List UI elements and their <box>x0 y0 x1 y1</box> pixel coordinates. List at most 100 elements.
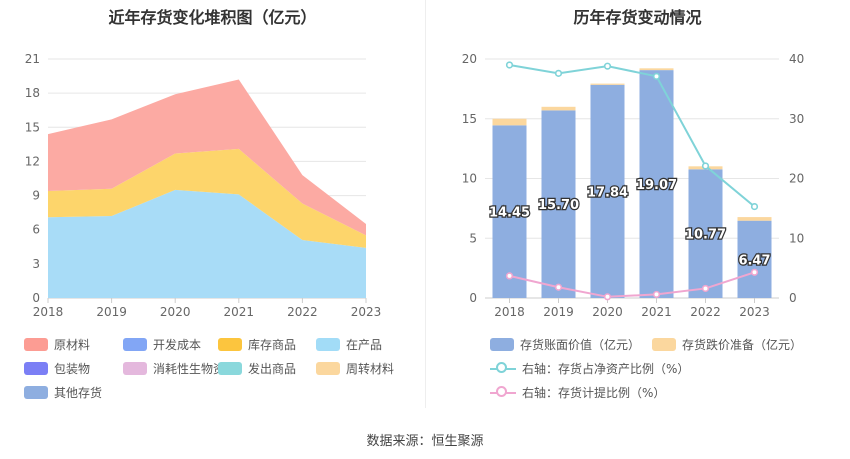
right-x-tick-label: 2019 <box>543 305 574 319</box>
legend-label: 原材料 <box>54 338 91 352</box>
legend-swatch <box>490 385 516 400</box>
left-y-tick-label: 9 <box>32 189 40 203</box>
bar-book-value <box>541 110 576 298</box>
bar-value-label: 14.45 <box>489 206 530 221</box>
right-y-tick-label: 0 <box>469 291 477 305</box>
left-x-tick-label: 2020 <box>160 305 191 319</box>
bar-impairment-provision <box>590 83 625 85</box>
legend-swatch <box>24 338 48 351</box>
left-x-tick-label: 2018 <box>33 305 64 319</box>
right-x-tick-label: 2020 <box>592 305 623 319</box>
right-y2-tick-label: 20 <box>789 172 804 186</box>
legend-swatch <box>218 338 242 351</box>
legend-label: 发出商品 <box>248 362 297 376</box>
legend-item[interactable]: 在产品 <box>316 336 382 353</box>
bar-impairment-provision <box>639 68 674 71</box>
legend-item[interactable]: 存货账面价值（亿元） <box>490 336 640 353</box>
right-x-tick-label: 2018 <box>494 305 525 319</box>
legend-label: 开发成本 <box>153 338 202 352</box>
right-y-tick-label: 5 <box>469 231 477 245</box>
legend-item[interactable]: 周转材料 <box>316 360 394 377</box>
left-y-tick-label: 21 <box>25 52 40 66</box>
bar-value-label: 10.77 <box>685 228 726 243</box>
legend-label: 周转材料 <box>346 362 395 376</box>
legend-swatch <box>316 362 340 375</box>
legend-item[interactable]: 库存商品 <box>218 336 296 353</box>
legend-label: 存货跌价准备（亿元） <box>682 338 803 352</box>
legend-label: 存货账面价值（亿元） <box>520 338 641 352</box>
bar-impairment-provision <box>737 217 772 221</box>
left-x-tick-label: 2019 <box>96 305 127 319</box>
legend-marker <box>496 385 507 397</box>
legend-marker <box>496 361 507 373</box>
bar-book-value <box>737 220 772 298</box>
legend-swatch <box>218 362 242 375</box>
right-y2-tick-label: 10 <box>789 231 804 245</box>
chart-divider <box>425 0 426 408</box>
point-inventory-to-net-assets <box>750 202 759 211</box>
legend-item[interactable]: 原材料 <box>24 336 90 353</box>
line-provision-ratio <box>509 271 755 298</box>
legend-item[interactable]: 右轴：存货占净资产比例（%） <box>490 360 689 377</box>
legend-item[interactable]: 包装物 <box>24 360 90 377</box>
legend-swatch <box>490 338 514 351</box>
left-chart-title: 近年存货变化堆积图（亿元） <box>108 8 317 27</box>
left-x-tick-label: 2022 <box>287 305 318 319</box>
left-x-tick-label: 2021 <box>224 305 255 319</box>
data-source-note: 数据来源：恒生聚源 <box>366 434 484 449</box>
left-y-tick-label: 18 <box>25 86 40 100</box>
legend-swatch <box>123 362 147 375</box>
bar-value-label: 6.47 <box>738 253 770 268</box>
right-y2-tick-label: 40 <box>789 52 804 66</box>
point-inventory-to-net-assets <box>603 62 612 70</box>
legend-swatch <box>24 386 48 399</box>
point-provision-ratio <box>505 272 514 280</box>
legend-item[interactable]: 开发成本 <box>123 336 201 353</box>
point-provision-ratio <box>554 283 563 291</box>
point-provision-ratio <box>750 268 759 276</box>
legend-label: 消耗性生物资产 <box>153 362 238 376</box>
bar-book-value <box>639 70 674 299</box>
bar-impairment-provision <box>541 106 576 111</box>
legend-label: 包装物 <box>54 362 91 376</box>
left-y-tick-label: 15 <box>25 120 40 134</box>
area-series-库存商品 <box>48 148 366 248</box>
area-series-在产品 <box>48 189 366 298</box>
right-y-tick-label: 10 <box>462 172 477 186</box>
legend-swatch <box>652 338 676 351</box>
point-inventory-to-net-assets <box>652 72 661 80</box>
legend-label: 右轴：存货占净资产比例（%） <box>522 362 690 376</box>
right-x-tick-label: 2022 <box>690 305 721 319</box>
legend-swatch <box>123 338 147 351</box>
bar-value-label: 15.70 <box>538 198 579 213</box>
legend-item[interactable]: 发出商品 <box>218 360 296 377</box>
legend-item[interactable]: 消耗性生物资产 <box>123 360 237 377</box>
right-chart-title: 历年存货变动情况 <box>573 8 702 27</box>
legend-item[interactable]: 存货跌价准备（亿元） <box>652 336 802 353</box>
point-inventory-to-net-assets <box>505 61 514 69</box>
left-y-tick-label: 12 <box>25 154 40 168</box>
point-inventory-to-net-assets <box>554 69 563 77</box>
right-y2-tick-label: 30 <box>789 112 804 126</box>
legend-item[interactable]: 右轴：存货计提比例（%） <box>490 384 665 401</box>
legend-label: 其他存货 <box>54 386 103 400</box>
left-y-tick-label: 6 <box>32 223 40 237</box>
right-y2-tick-label: 0 <box>789 291 797 305</box>
bar-book-value <box>688 169 723 298</box>
legend-swatch <box>316 338 340 351</box>
bar-book-value <box>492 125 527 298</box>
bar-value-label: 19.07 <box>636 178 677 193</box>
point-inventory-to-net-assets <box>701 162 710 170</box>
point-provision-ratio <box>652 290 661 299</box>
bar-value-label: 17.84 <box>587 185 628 200</box>
legend-swatch <box>24 362 48 375</box>
point-provision-ratio <box>701 284 710 293</box>
left-y-tick-label: 3 <box>32 257 40 271</box>
area-series-原材料 <box>48 79 366 236</box>
legend-label: 在产品 <box>346 338 383 352</box>
legend-label: 右轴：存货计提比例（%） <box>522 386 666 400</box>
legend-item[interactable]: 其他存货 <box>24 384 102 401</box>
line-inventory-to-net-assets <box>509 63 756 208</box>
right-x-tick-label: 2021 <box>641 305 672 319</box>
